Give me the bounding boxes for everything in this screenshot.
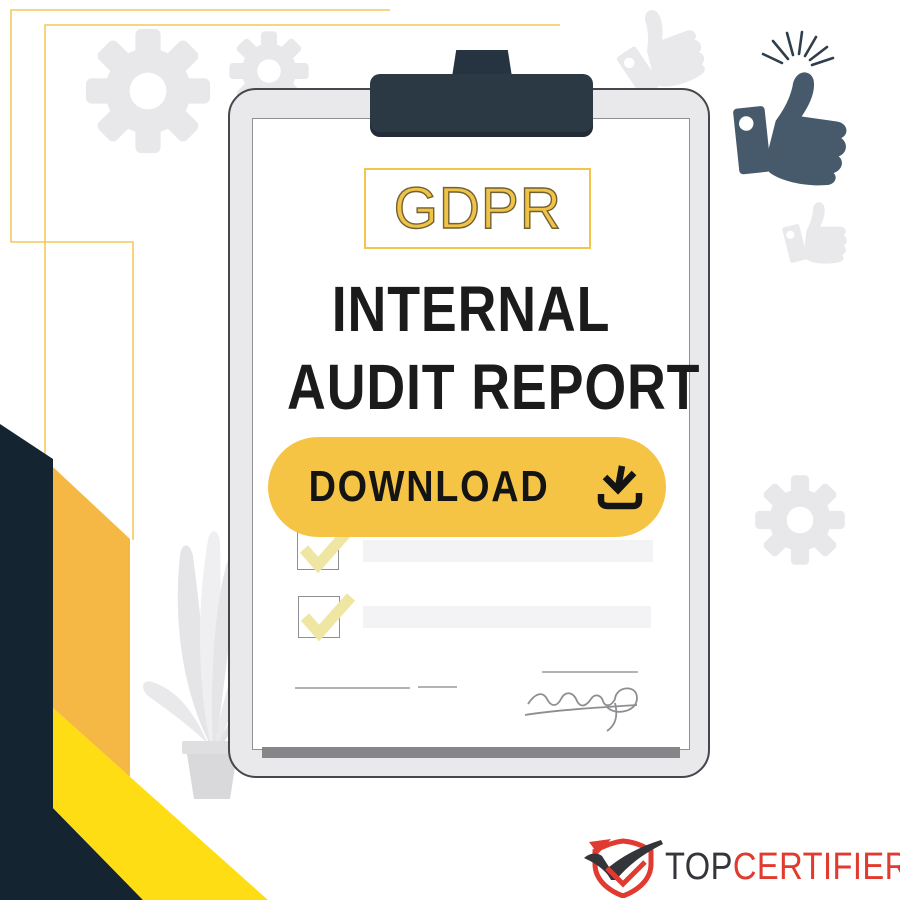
clipboard-clip [370, 74, 593, 137]
burst-lines-icon [761, 30, 835, 67]
download-icon [597, 465, 643, 510]
signature [295, 671, 638, 732]
download-button-label: DOWNLOAD [308, 462, 550, 511]
checkmark-icon [299, 525, 355, 574]
gdpr-badge: GDPR [364, 168, 591, 249]
text-placeholder-bar [363, 606, 651, 628]
brand-name: TOPCERTIFIER [665, 846, 900, 889]
thumbs-up-icon [604, 0, 712, 103]
title-line-1: INTERNAL [331, 273, 611, 345]
shield-check-icon [584, 838, 663, 898]
brand-logo: TOPCERTIFIER [583, 834, 900, 900]
checkbox[interactable] [298, 593, 356, 642]
brand-name-top: TOP [665, 845, 733, 888]
text-placeholder-bar [363, 540, 653, 562]
corner-shapes [0, 424, 268, 900]
title-line-2: AUDIT REPORT [287, 351, 701, 423]
gear-icon [85, 28, 211, 154]
yellow-frame-lines [10, 9, 560, 540]
gdpr-badge-label: GDPR [393, 175, 562, 241]
brand-name-certifier: CERTIFIER [732, 845, 900, 888]
thumbs-up-icon [781, 202, 847, 264]
clip-knob [452, 50, 512, 77]
paper-bottom-shadow [262, 747, 680, 758]
page-title: INTERNAL AUDIT REPORT [252, 270, 701, 426]
gear-icon [755, 475, 845, 565]
thumbs-up-icon [723, 63, 856, 190]
download-button[interactable]: DOWNLOAD [268, 437, 666, 537]
checkmark-icon [300, 593, 356, 642]
